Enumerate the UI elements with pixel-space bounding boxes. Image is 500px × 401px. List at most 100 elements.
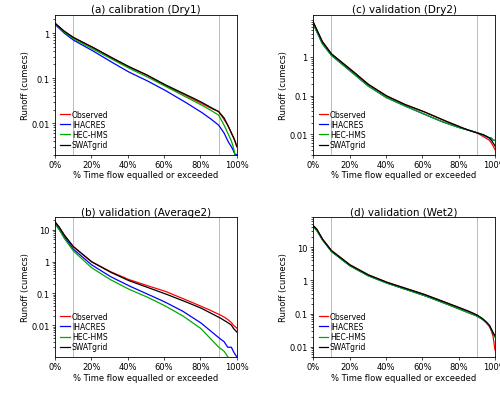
- HEC-HMS: [138, 292, 144, 297]
- HEC-HMS: [398, 286, 404, 290]
- Observed: [398, 285, 404, 290]
- SWATgrid: [408, 288, 414, 293]
- IHACRES: [234, 153, 240, 158]
- SWATgrid: [398, 101, 404, 106]
- SWATgrid: [52, 22, 58, 26]
- Title: (d) validation (Wet2): (d) validation (Wet2): [350, 207, 458, 217]
- HEC-HMS: [201, 105, 207, 109]
- SWATgrid: [150, 77, 156, 82]
- HEC-HMS: [234, 364, 240, 369]
- Y-axis label: Runoff (cumecs): Runoff (cumecs): [20, 253, 30, 322]
- IHACRES: [138, 76, 144, 81]
- SWATgrid: [230, 325, 235, 330]
- SWATgrid: [138, 283, 144, 288]
- Line: Observed: Observed: [55, 222, 237, 328]
- Line: HEC-HMS: HEC-HMS: [313, 227, 495, 337]
- HEC-HMS: [408, 107, 414, 112]
- Line: SWATgrid: SWATgrid: [55, 24, 237, 147]
- HEC-HMS: [310, 225, 316, 229]
- IHACRES: [459, 308, 465, 313]
- Observed: [138, 71, 144, 76]
- Line: Observed: Observed: [313, 226, 495, 350]
- SWATgrid: [201, 308, 207, 312]
- IHACRES: [52, 23, 58, 28]
- Line: SWATgrid: SWATgrid: [55, 222, 237, 332]
- HEC-HMS: [230, 358, 235, 363]
- Y-axis label: Runoff (cumecs): Runoff (cumecs): [279, 51, 288, 120]
- IHACRES: [234, 354, 240, 359]
- Line: IHACRES: IHACRES: [55, 224, 237, 357]
- Line: IHACRES: IHACRES: [313, 25, 495, 141]
- Title: (a) calibration (Dry1): (a) calibration (Dry1): [91, 5, 200, 15]
- Legend: Observed, IHACRES, HEC-HMS, SWATgrid: Observed, IHACRES, HEC-HMS, SWATgrid: [317, 109, 368, 151]
- IHACRES: [310, 225, 316, 229]
- IHACRES: [160, 299, 166, 304]
- IHACRES: [150, 83, 156, 87]
- HEC-HMS: [160, 83, 166, 88]
- HEC-HMS: [418, 292, 424, 297]
- Observed: [459, 126, 465, 131]
- Observed: [492, 348, 498, 352]
- IHACRES: [418, 111, 424, 116]
- HEC-HMS: [52, 221, 58, 226]
- Line: HEC-HMS: HEC-HMS: [55, 25, 237, 169]
- Legend: Observed, IHACRES, HEC-HMS, SWATgrid: Observed, IHACRES, HEC-HMS, SWATgrid: [317, 311, 368, 353]
- Title: (b) validation (Average2): (b) validation (Average2): [81, 207, 211, 217]
- Line: Observed: Observed: [55, 24, 237, 147]
- Observed: [418, 291, 424, 296]
- IHACRES: [310, 23, 316, 28]
- Observed: [138, 282, 144, 286]
- Observed: [459, 307, 465, 312]
- IHACRES: [232, 153, 238, 158]
- Line: HEC-HMS: HEC-HMS: [313, 25, 495, 141]
- HEC-HMS: [52, 22, 58, 27]
- IHACRES: [408, 107, 414, 112]
- SWATgrid: [488, 326, 494, 330]
- Observed: [201, 305, 207, 310]
- SWATgrid: [150, 288, 156, 292]
- SWATgrid: [396, 100, 402, 105]
- X-axis label: % Time flow equalled or exceeded: % Time flow equalled or exceeded: [74, 373, 219, 382]
- IHACRES: [140, 77, 145, 82]
- IHACRES: [160, 88, 166, 93]
- SWATgrid: [408, 105, 414, 110]
- Legend: Observed, IHACRES, HEC-HMS, SWATgrid: Observed, IHACRES, HEC-HMS, SWATgrid: [59, 109, 110, 151]
- SWATgrid: [398, 285, 404, 290]
- SWATgrid: [492, 144, 498, 149]
- Observed: [201, 103, 207, 108]
- SWATgrid: [492, 333, 498, 338]
- IHACRES: [140, 290, 145, 294]
- Observed: [310, 224, 316, 229]
- Observed: [396, 284, 402, 289]
- Observed: [140, 282, 145, 287]
- IHACRES: [201, 112, 207, 117]
- SWATgrid: [459, 306, 465, 311]
- Legend: Observed, IHACRES, HEC-HMS, SWATgrid: Observed, IHACRES, HEC-HMS, SWATgrid: [59, 311, 110, 353]
- SWATgrid: [160, 82, 166, 87]
- Y-axis label: Runoff (cumecs): Runoff (cumecs): [279, 253, 288, 322]
- HEC-HMS: [398, 102, 404, 107]
- IHACRES: [492, 334, 498, 339]
- Observed: [230, 134, 235, 138]
- IHACRES: [488, 136, 494, 141]
- Observed: [160, 83, 166, 88]
- Line: HEC-HMS: HEC-HMS: [55, 224, 237, 367]
- HEC-HMS: [459, 127, 465, 132]
- SWATgrid: [140, 71, 145, 76]
- SWATgrid: [234, 145, 240, 150]
- HEC-HMS: [234, 166, 240, 171]
- HEC-HMS: [488, 326, 494, 331]
- SWATgrid: [310, 20, 316, 25]
- Title: (c) validation (Dry2): (c) validation (Dry2): [352, 5, 457, 15]
- SWATgrid: [201, 102, 207, 107]
- IHACRES: [490, 138, 496, 143]
- HEC-HMS: [488, 136, 494, 141]
- Line: IHACRES: IHACRES: [313, 227, 495, 337]
- IHACRES: [52, 221, 58, 226]
- HEC-HMS: [492, 138, 498, 143]
- IHACRES: [418, 292, 424, 297]
- Observed: [398, 101, 404, 106]
- SWATgrid: [418, 291, 424, 296]
- IHACRES: [492, 138, 498, 143]
- HEC-HMS: [150, 298, 156, 303]
